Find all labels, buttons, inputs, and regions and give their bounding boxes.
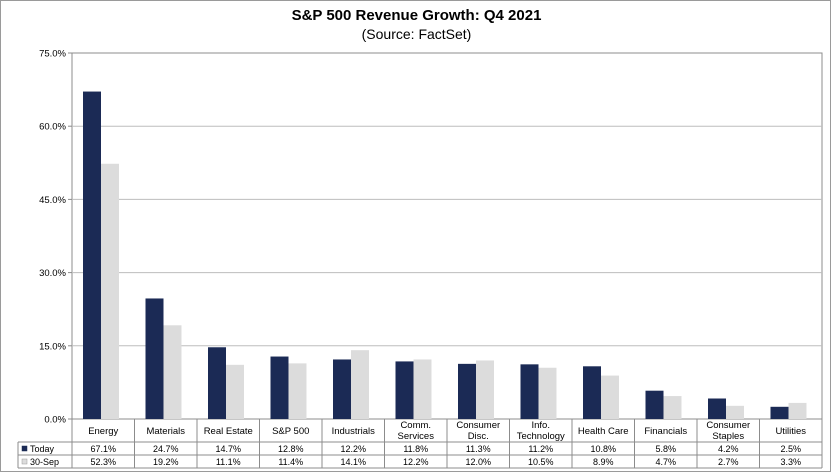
x-category-label: Real Estate (204, 426, 253, 437)
data-label: 12.8% (278, 444, 304, 454)
x-category-label: Info. (532, 420, 551, 431)
data-label: 67.1% (90, 444, 116, 454)
legend-label: Today (30, 444, 55, 454)
y-tick-label: 45.0% (39, 195, 66, 206)
y-tick-label: 0.0% (44, 415, 66, 426)
x-category-label: Materials (146, 426, 185, 437)
bar-sep30 (226, 364, 244, 419)
bar-sep30 (726, 405, 744, 419)
bar-today (145, 298, 164, 419)
data-label: 11.2% (528, 444, 553, 454)
data-label: 4.2% (718, 444, 739, 454)
legend-key-sep30 (21, 458, 28, 465)
x-category-label: S&P 500 (272, 426, 309, 437)
data-label: 11.8% (403, 444, 428, 454)
data-label: 8.9% (593, 457, 614, 467)
data-label: 10.5% (528, 457, 554, 467)
x-category-label: Staples (712, 431, 744, 442)
bar-today (708, 398, 726, 419)
x-category-label: Energy (88, 426, 118, 437)
bar-today (333, 359, 351, 419)
bar-sep30 (788, 402, 807, 419)
bar-sep30 (538, 367, 557, 419)
bar-today (520, 364, 539, 419)
data-label: 11.4% (278, 457, 303, 467)
y-tick-label: 15.0% (39, 341, 66, 352)
bar-today (208, 347, 226, 419)
data-label: 10.8% (590, 444, 616, 454)
x-category-label: Disc. (468, 431, 489, 442)
data-label: 12.0% (465, 457, 491, 467)
x-category-label: Utilities (775, 426, 806, 437)
bar-sep30 (663, 396, 682, 419)
legend-label: 30-Sep (30, 457, 59, 467)
data-label: 52.3% (90, 457, 116, 467)
data-label: 4.7% (655, 457, 676, 467)
bar-sep30 (601, 375, 619, 419)
data-label: 14.7% (215, 444, 241, 454)
bar-today (645, 390, 664, 419)
x-category-label: Services (398, 431, 435, 442)
bar-today (83, 91, 101, 419)
chart-title: S&P 500 Revenue Growth: Q4 2021 (291, 7, 542, 24)
bar-sep30 (288, 363, 307, 419)
data-label: 11.3% (466, 444, 491, 454)
data-label: 14.1% (340, 457, 366, 467)
data-label: 12.2% (403, 457, 429, 467)
data-label: 19.2% (153, 457, 179, 467)
x-category-label: Comm. (400, 420, 431, 431)
data-label: 11.1% (216, 457, 241, 467)
chart-subtitle: (Source: FactSet) (361, 26, 472, 42)
bar-today (270, 356, 289, 419)
x-category-label: Industrials (332, 426, 376, 437)
x-category-label: Consumer (456, 420, 500, 431)
x-category-label: Consumer (706, 420, 750, 431)
bar-sep30 (163, 325, 182, 419)
bar-today (458, 363, 476, 419)
data-label: 2.7% (718, 457, 739, 467)
data-label: 2.5% (780, 444, 801, 454)
x-category-label: Technology (517, 431, 565, 442)
bar-sep30 (351, 350, 369, 419)
bar-today (770, 406, 789, 419)
bar-sep30 (101, 163, 119, 419)
y-tick-label: 75.0% (39, 49, 66, 60)
bar-sep30 (476, 360, 494, 419)
y-tick-label: 30.0% (39, 268, 66, 279)
x-category-label: Financials (644, 426, 687, 437)
bar-today (395, 361, 414, 419)
data-label: 24.7% (153, 444, 179, 454)
data-label: 5.8% (655, 444, 676, 454)
bar-today (583, 366, 601, 419)
data-label: 12.2% (340, 444, 366, 454)
plot-area (71, 52, 823, 420)
y-tick-label: 60.0% (39, 122, 66, 133)
legend-key-today (21, 445, 28, 452)
data-label: 3.3% (780, 457, 801, 467)
x-category-label: Health Care (578, 426, 629, 437)
bar-sep30 (413, 359, 432, 419)
